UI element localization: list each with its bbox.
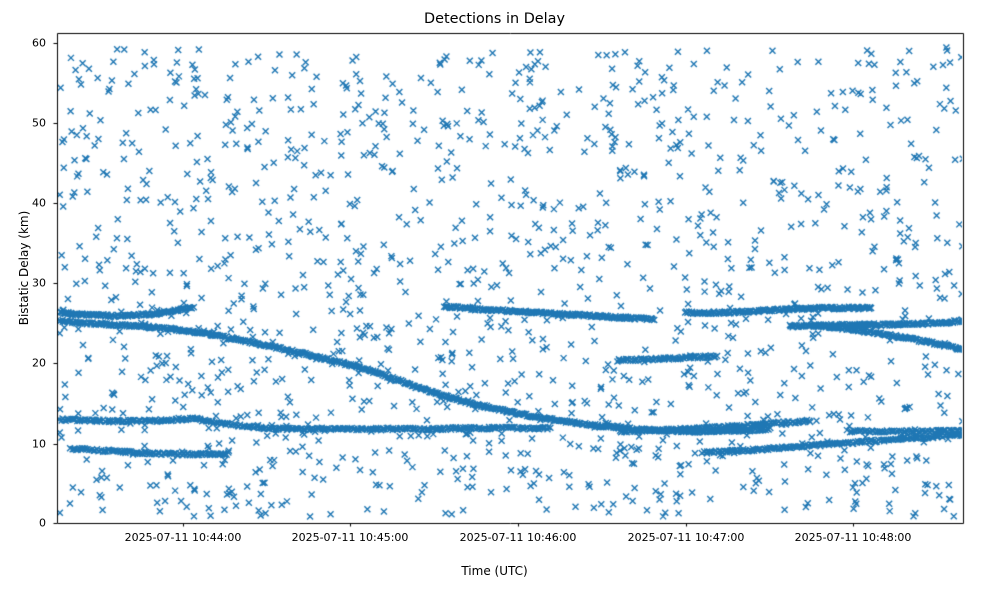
scatter-plot-canvas: [0, 0, 989, 590]
chart-figure: Detections in Delay Time (UTC) Bistatic …: [0, 0, 989, 590]
